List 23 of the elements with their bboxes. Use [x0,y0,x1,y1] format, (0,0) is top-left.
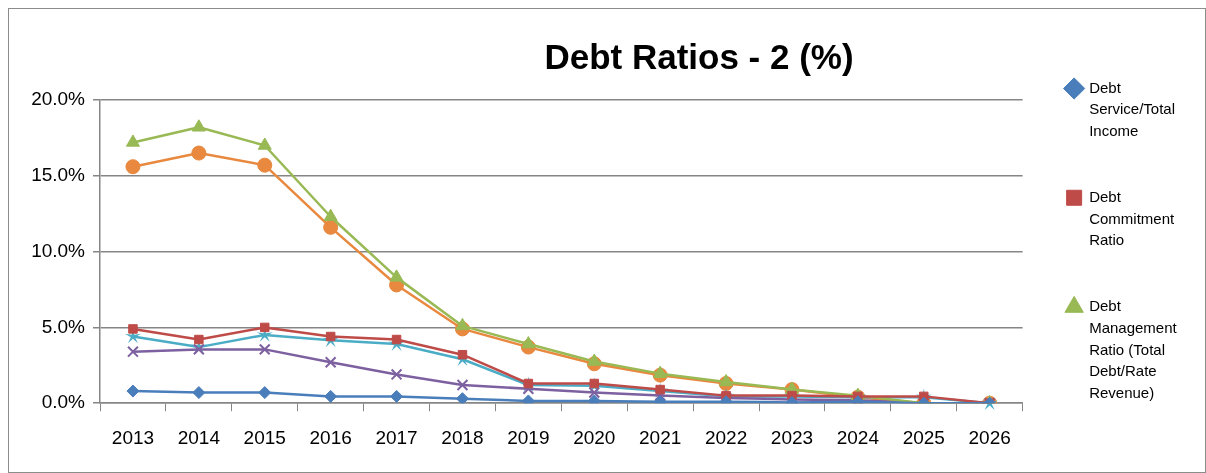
x-tick-label: 2022 [704,426,748,448]
y-tick-label: 5.0% [41,315,86,337]
y-tick-label: 20.0% [31,88,86,110]
x-tick-label: 2017 [375,426,418,448]
x-tick-label: 2016 [309,426,352,448]
legend-label: Debt Service/Total Income [1089,78,1176,140]
x-tick-label: 2014 [177,426,221,448]
x-tick-label: 2021 [639,426,682,448]
x-tick-label: 2023 [770,426,814,448]
x-tick-label: 2024 [836,426,880,448]
y-tick-label: 10.0% [31,239,86,261]
x-tick-label: 2026 [968,426,1011,448]
y-tick-label: 0.0% [41,391,86,413]
y-tick-label: 15.0% [31,164,86,186]
x-tick-label: 2019 [507,426,550,448]
legend-label: Debt Management Ratio (Total Debt/Rate Revenue) [1089,297,1178,402]
chart-title: Debt Ratios - 2 (%) [543,37,855,77]
x-tick-label: 2018 [441,426,484,448]
x-tick-label: 2020 [573,426,616,448]
x-tick-label: 2025 [902,426,945,448]
x-tick-label: 2013 [111,426,155,448]
x-tick-label: 2015 [243,426,286,448]
legend-label: Debt Commitment Ratio [1089,187,1175,249]
